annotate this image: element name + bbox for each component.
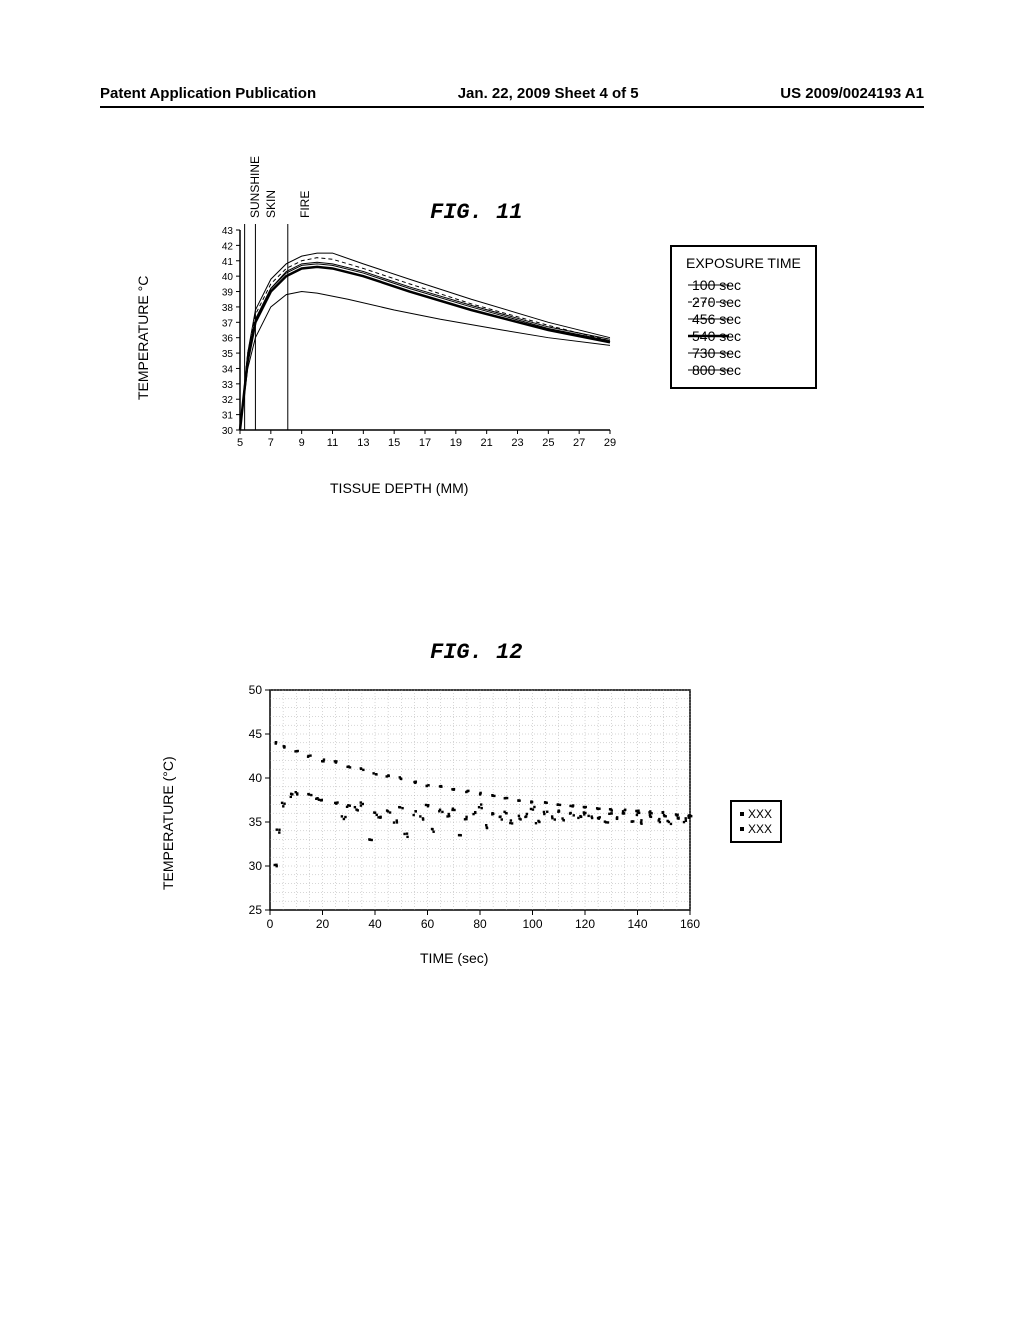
svg-text:40: 40 [368,917,382,931]
svg-text:9: 9 [299,437,305,449]
fire-label: FIRE [298,191,312,218]
legend-item: 800 sec [686,362,801,378]
header-right: US 2009/0024193 A1 [780,85,924,102]
svg-text:32: 32 [222,395,234,406]
svg-text:25: 25 [249,903,263,917]
svg-text:35: 35 [249,815,263,829]
legend-title: EXPOSURE TIME [686,255,801,271]
fig12-title: FIG. 12 [430,640,522,665]
svg-text:34: 34 [222,364,234,375]
legend-item: XXX [740,822,772,836]
svg-text:23: 23 [511,437,523,449]
svg-text:42: 42 [222,241,234,252]
fig11-ylabel: TEMPERATURE °C [135,276,151,400]
svg-text:0: 0 [267,917,274,931]
fig12-legend: XXXXXX [730,800,782,843]
svg-text:5: 5 [237,437,243,449]
page-header: Patent Application Publication Jan. 22, … [100,85,924,108]
svg-text:40: 40 [222,272,234,283]
svg-text:20: 20 [316,917,330,931]
svg-text:21: 21 [481,437,493,449]
fig12-ylabel: TEMPERATURE (°C) [160,756,176,890]
svg-text:13: 13 [357,437,369,449]
svg-text:11: 11 [327,437,338,449]
figure-11: FIG. 11 TEMPERATURE °C TISSUE DEPTH (MM)… [150,220,870,540]
header-middle: Jan. 22, 2009 Sheet 4 of 5 [458,85,639,102]
svg-text:45: 45 [249,727,263,741]
svg-text:30: 30 [222,426,234,437]
header-left: Patent Application Publication [100,85,316,102]
svg-text:36: 36 [222,334,234,345]
legend-item: 456 sec [686,311,801,327]
svg-text:120: 120 [575,917,595,931]
svg-text:50: 50 [249,683,263,697]
svg-text:60: 60 [421,917,435,931]
fig11-legend: EXPOSURE TIME 100 sec270 sec456 sec540 s… [670,245,817,389]
svg-text:7: 7 [268,437,274,449]
svg-text:40: 40 [249,771,263,785]
svg-text:39: 39 [222,288,234,299]
svg-text:35: 35 [222,349,234,360]
svg-text:31: 31 [222,411,234,422]
svg-text:160: 160 [680,917,700,931]
fig12-chart: 25 30 35 40 45 50 0 20 40 60 80 100 120 140 160 [220,680,720,940]
svg-text:43: 43 [222,226,234,237]
svg-text:25: 25 [542,437,554,449]
svg-text:15: 15 [388,437,400,449]
figure-12: FIG. 12 TEMPERATURE (°C) TIME (sec) 25 30… [150,640,870,980]
svg-text:41: 41 [222,257,234,268]
svg-text:37: 37 [222,318,234,329]
svg-text:140: 140 [627,917,647,931]
svg-text:30: 30 [249,859,263,873]
fig12-xlabel: TIME (sec) [420,950,488,966]
svg-text:27: 27 [573,437,585,449]
legend-item: 730 sec [686,345,801,361]
fig11-xlabel: TISSUE DEPTH (MM) [330,480,468,496]
svg-text:100: 100 [522,917,542,931]
legend-item: 100 sec [686,277,801,293]
svg-text:33: 33 [222,380,234,391]
svg-text:19: 19 [450,437,462,449]
fig11-chart: 43 42 41 40 39 38 37 36 35 34 33 32 31 305 7 9 11 13 15 17 1… [200,220,660,460]
svg-text:38: 38 [222,303,234,314]
legend-item: 540 sec [686,328,801,344]
svg-text:17: 17 [419,437,431,449]
legend-item: 270 sec [686,294,801,310]
skin-label: SKIN [264,190,278,218]
sunshine-label: SUNSHINE [248,156,262,218]
svg-text:29: 29 [604,437,616,449]
legend-item: XXX [740,807,772,821]
svg-text:80: 80 [473,917,487,931]
